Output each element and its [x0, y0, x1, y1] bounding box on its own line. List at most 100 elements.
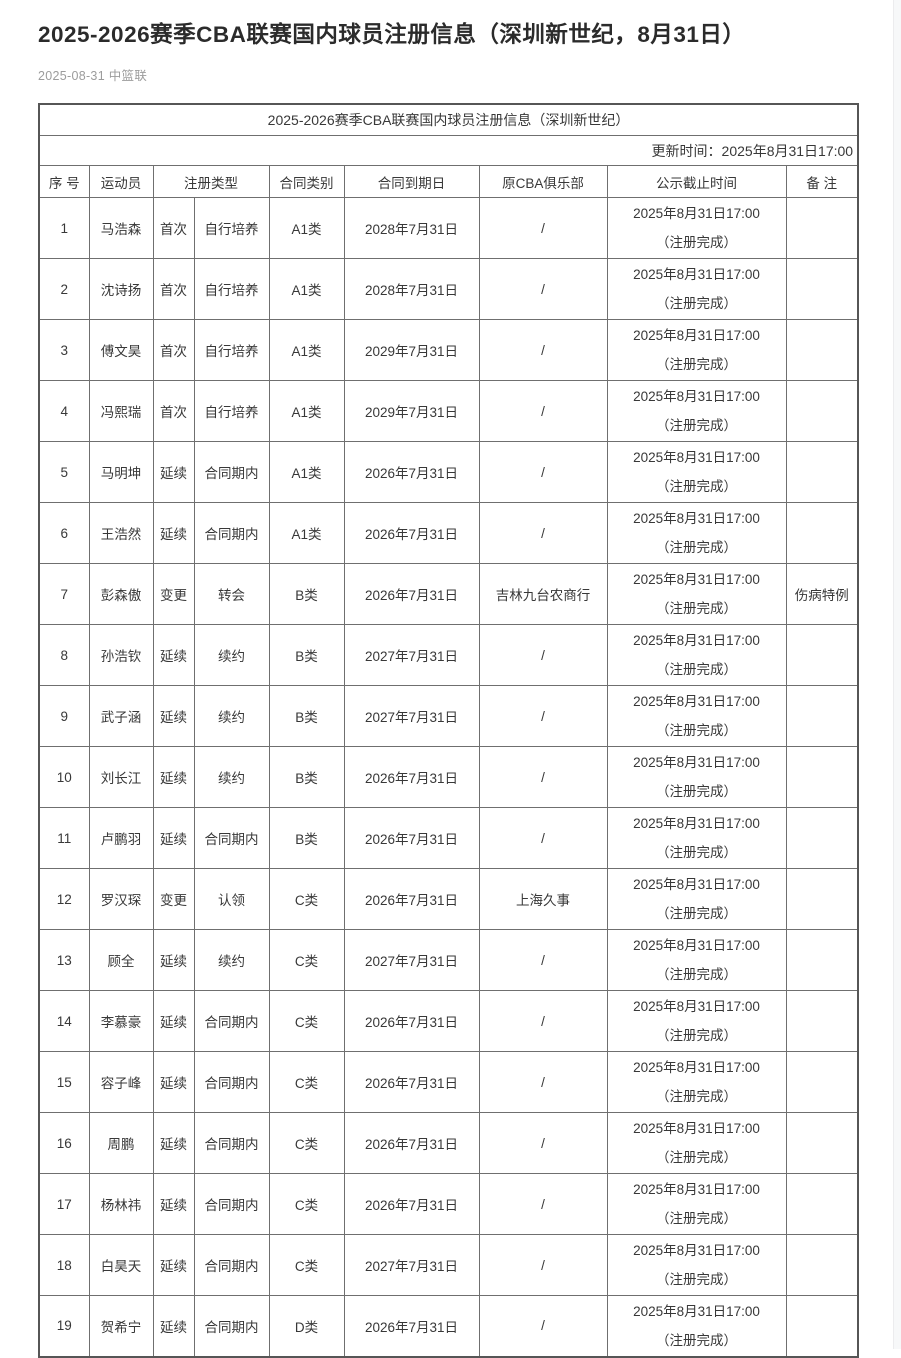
- notice-status-text: （注册完成）: [656, 1211, 737, 1226]
- cell-contract-expiry: 2029年7月31日: [343, 319, 480, 381]
- cell-no: 9: [38, 685, 90, 747]
- cell-reg-type-1: 延续: [152, 1112, 195, 1174]
- notice-status-text: （注册完成）: [656, 906, 737, 921]
- table-caption: 2025-2026赛季CBA联赛国内球员注册信息（深圳新世纪）: [38, 103, 859, 136]
- cell-reg-type-1: 延续: [152, 624, 195, 686]
- notice-deadline-text: 2025年8月31日17:00: [633, 816, 760, 831]
- cell-remark: [785, 1173, 859, 1235]
- cell-contract-expiry: 2028年7月31日: [343, 258, 480, 320]
- cell-contract-expiry: 2027年7月31日: [343, 685, 480, 747]
- cell-former-club: /: [478, 1234, 608, 1296]
- cell-no: 1: [38, 197, 90, 259]
- cell-remark: [785, 197, 859, 259]
- cell-remark: [785, 624, 859, 686]
- cell-former-club: 上海久事: [478, 868, 608, 930]
- table-header-row: 序 号 运动员 注册类型 合同类别 合同到期日 原CBA俱乐部 公示截止时间 备…: [38, 165, 859, 198]
- cell-notice: 2025年8月31日17:00 （注册完成）: [606, 502, 787, 564]
- cell-contract-class: A1类: [268, 197, 345, 259]
- cell-notice: 2025年8月31日17:00 （注册完成）: [606, 929, 787, 991]
- cell-contract-class: C类: [268, 990, 345, 1052]
- notice-status-text: （注册完成）: [656, 235, 737, 250]
- table-row: 17 杨林祎 延续 合同期内 C类 2026年7月31日/ 2025年8月31日17:00 （…: [38, 1173, 859, 1235]
- cell-no: 18: [38, 1234, 90, 1296]
- cell-contract-class: C类: [268, 1234, 345, 1296]
- cell-contract-expiry: 2027年7月31日: [343, 929, 480, 991]
- cell-no: 12: [38, 868, 90, 930]
- cell-no: 5: [38, 441, 90, 503]
- notice-status-text: （注册完成）: [656, 662, 737, 677]
- table-row: 3 傅文昊 首次 自行培养 A1类 2029年7月31日/ 2025年8月31日17:00 （…: [38, 319, 859, 381]
- table-row: 1 马浩森 首次 自行培养 A1类 2028年7月31日/ 2025年8月31日17:00 （…: [38, 197, 859, 259]
- cell-reg-type-2: 续约: [193, 685, 270, 747]
- cell-notice: 2025年8月31日17:00 （注册完成）: [606, 563, 787, 625]
- cell-reg-type-1: 延续: [152, 1234, 195, 1296]
- notice-deadline-text: 2025年8月31日17:00: [633, 1182, 760, 1197]
- cell-player: 白昊天: [88, 1234, 154, 1296]
- cell-remark: [785, 502, 859, 564]
- cell-former-club: /: [478, 929, 608, 991]
- cell-player: 王浩然: [88, 502, 154, 564]
- cell-remark: [785, 929, 859, 991]
- update-time: 更新时间：2025年8月31日17:00: [38, 135, 859, 166]
- notice-deadline-text: 2025年8月31日17:00: [633, 1060, 760, 1075]
- notice-status-text: （注册完成）: [656, 1272, 737, 1287]
- col-header-player: 运动员: [88, 165, 154, 198]
- cell-no: 13: [38, 929, 90, 991]
- notice-status-text: （注册完成）: [656, 540, 737, 555]
- table-row: 9 武子涵 延续 续约 B类 2027年7月31日/ 2025年8月31日17:00 （注册完…: [38, 685, 859, 747]
- notice-status-text: （注册完成）: [656, 418, 737, 433]
- cell-player: 卢鹏羽: [88, 807, 154, 869]
- table-row: 8 孙浩钦 延续 续约 B类 2027年7月31日/ 2025年8月31日17:00 （注册完…: [38, 624, 859, 686]
- cell-former-club: /: [478, 685, 608, 747]
- article-content: 2025-2026赛季CBA联赛国内球员注册信息（深圳新世纪，8月31日） 20…: [38, 0, 860, 1358]
- notice-deadline-text: 2025年8月31日17:00: [633, 511, 760, 526]
- cell-former-club: /: [478, 746, 608, 808]
- cell-notice: 2025年8月31日17:00 （注册完成）: [606, 1112, 787, 1174]
- cell-reg-type-1: 延续: [152, 929, 195, 991]
- cell-former-club: /: [478, 1295, 608, 1357]
- notice-status-text: （注册完成）: [656, 967, 737, 982]
- cell-remark: [785, 685, 859, 747]
- cell-notice: 2025年8月31日17:00 （注册完成）: [606, 1051, 787, 1113]
- cell-player: 彭森傲: [88, 563, 154, 625]
- cell-contract-expiry: 2026年7月31日: [343, 502, 480, 564]
- table-row: 7 彭森傲 变更 转会 B类 2026年7月31日 吉林九台农商行 2025年8月31日17:…: [38, 563, 859, 625]
- cell-notice: 2025年8月31日17:00 （注册完成）: [606, 1234, 787, 1296]
- col-header-no: 序 号: [38, 165, 90, 198]
- cell-notice: 2025年8月31日17:00 （注册完成）: [606, 380, 787, 442]
- notice-deadline-text: 2025年8月31日17:00: [633, 694, 760, 709]
- table-row: 15 容子峰 延续 合同期内 C类 2026年7月31日/ 2025年8月31日17:00 （…: [38, 1051, 859, 1113]
- cell-remark: [785, 1295, 859, 1357]
- cell-reg-type-2: 合同期内: [193, 1112, 270, 1174]
- cell-reg-type-2: 自行培养: [193, 319, 270, 381]
- table-row: 6 王浩然 延续 合同期内 A1类 2026年7月31日/ 2025年8月31日17:00 （…: [38, 502, 859, 564]
- table-row: 5 马明坤 延续 合同期内 A1类 2026年7月31日/ 2025年8月31日17:00 （…: [38, 441, 859, 503]
- cell-player: 孙浩钦: [88, 624, 154, 686]
- cell-reg-type-2: 认领: [193, 868, 270, 930]
- cell-reg-type-1: 延续: [152, 807, 195, 869]
- notice-deadline-text: 2025年8月31日17:00: [633, 1303, 760, 1319]
- cell-contract-class: B类: [268, 624, 345, 686]
- page-title: 2025-2026赛季CBA联赛国内球员注册信息（深圳新世纪，8月31日）: [38, 22, 746, 47]
- cell-contract-expiry: 2026年7月31日: [343, 990, 480, 1052]
- table-row: 14 李慕豪 延续 合同期内 C类 2026年7月31日/ 2025年8月31日17:00 （…: [38, 990, 859, 1052]
- cell-player: 贺希宁: [88, 1295, 154, 1357]
- table-row: 13 顾全 延续 续约 C类 2027年7月31日/ 2025年8月31日17:00 （注册完…: [38, 929, 859, 991]
- cell-contract-expiry: 2028年7月31日: [343, 197, 480, 259]
- cell-contract-class: C类: [268, 1051, 345, 1113]
- cell-contract-class: B类: [268, 807, 345, 869]
- cell-player: 马明坤: [88, 441, 154, 503]
- cell-player: 武子涵: [88, 685, 154, 747]
- cell-contract-class: B类: [268, 746, 345, 808]
- cell-former-club: /: [478, 197, 608, 259]
- cell-reg-type-2: 合同期内: [193, 1173, 270, 1235]
- notice-deadline-text: 2025年8月31日17:00: [633, 572, 760, 587]
- cell-former-club: /: [478, 1112, 608, 1174]
- cell-player: 马浩森: [88, 197, 154, 259]
- cell-notice: 2025年8月31日17:00 （注册完成）: [606, 1173, 787, 1235]
- cell-no: 4: [38, 380, 90, 442]
- cell-former-club: /: [478, 319, 608, 381]
- col-header-reg-type: 注册类型: [152, 165, 270, 198]
- notice-deadline-text: 2025年8月31日17:00: [633, 1243, 760, 1258]
- cell-no: 17: [38, 1173, 90, 1235]
